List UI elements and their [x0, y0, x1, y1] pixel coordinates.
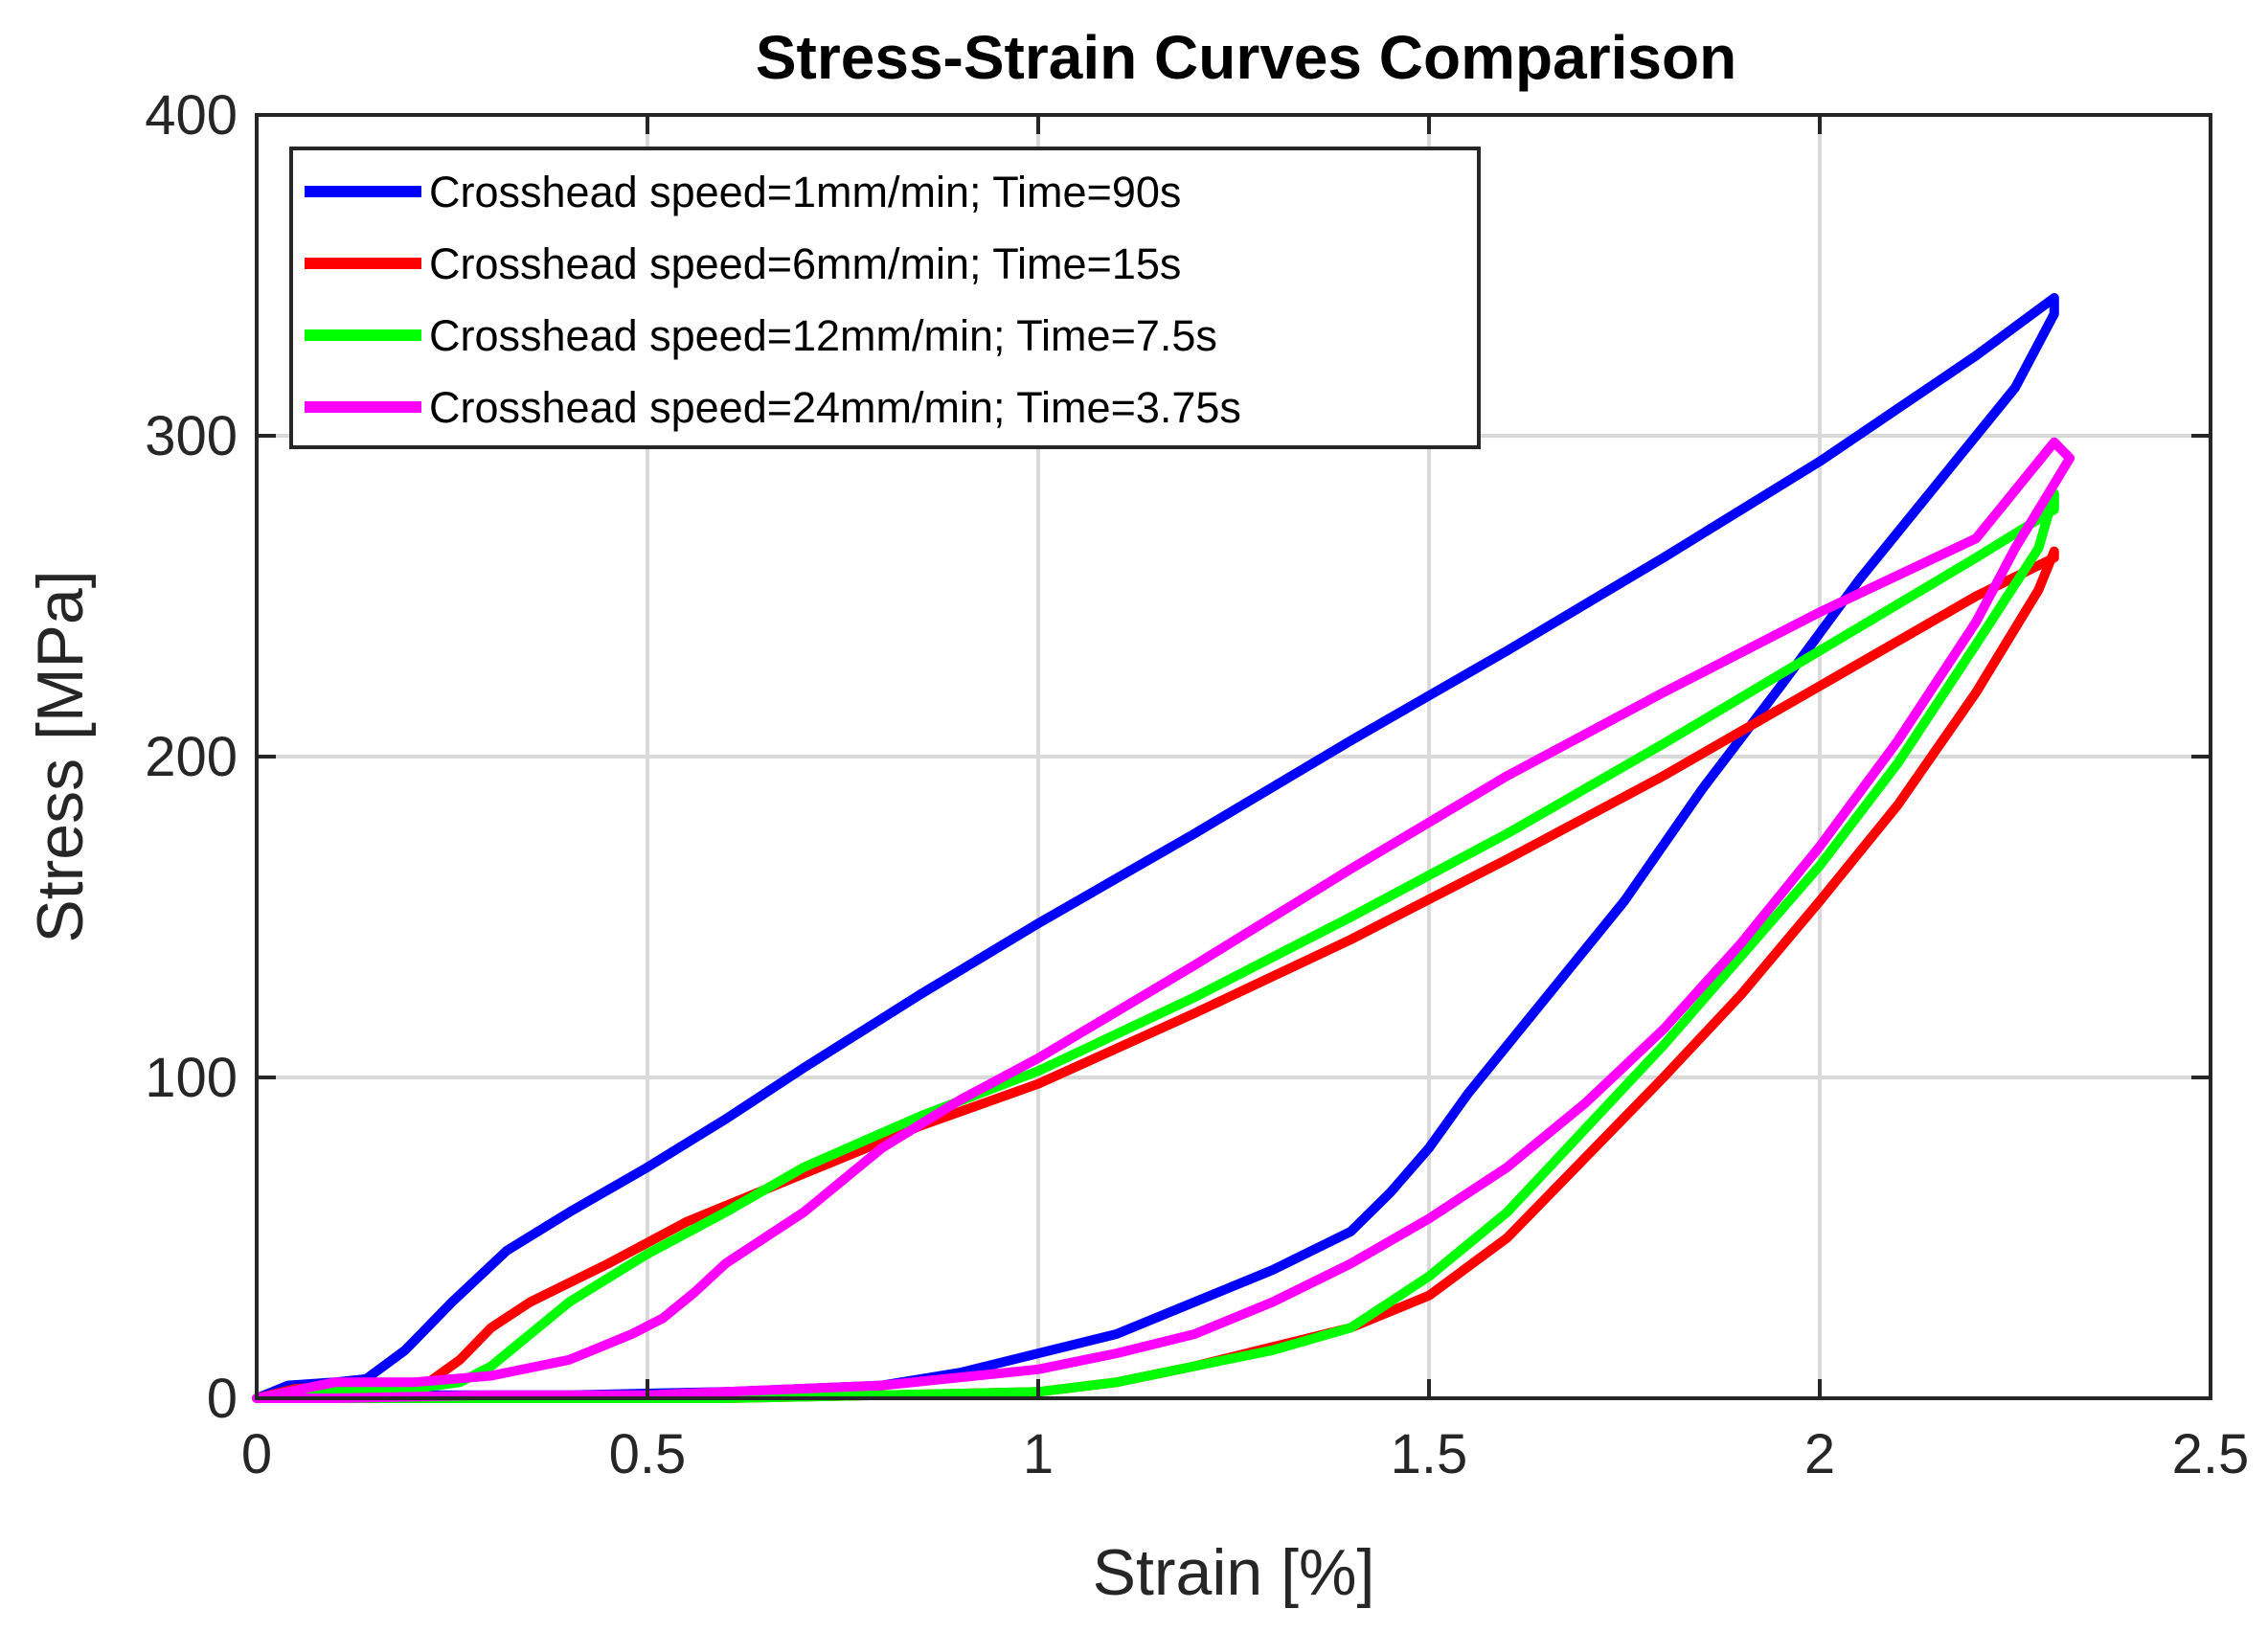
y-axis-label: Stress [MPa] [24, 570, 97, 942]
y-tick-label: 200 [145, 726, 238, 788]
x-tick-label: 0 [241, 1423, 272, 1485]
legend-label-1: Crosshead speed=1mm/min; Time=90s [429, 168, 1181, 216]
x-tick-label: 2 [1804, 1423, 1835, 1485]
x-tick-labels: 0 0.5 1 1.5 2 2.5 [241, 1423, 2249, 1485]
legend-label-2: Crosshead speed=6mm/min; Time=15s [429, 239, 1181, 288]
series-line-4 [252, 437, 2075, 1403]
legend-label-4: Crosshead speed=24mm/min; Time=3.75s [429, 383, 1241, 432]
x-tick-label: 0.5 [609, 1423, 687, 1485]
y-tick-labels: 0 100 200 300 400 [145, 84, 238, 1430]
legend-entries: Crosshead speed=1mm/min; Time=90s Crosshe… [305, 168, 1241, 432]
series-line-3 [252, 488, 2059, 1403]
y-tick-label: 0 [207, 1368, 238, 1430]
series-line-1 [252, 293, 2059, 1403]
x-axis-label: Strain [%] [1093, 1536, 1375, 1609]
legend-box [289, 147, 1481, 449]
chart-title: Stress-Strain Curves Comparison [756, 23, 1736, 92]
y-tick-label: 400 [145, 84, 238, 147]
x-tick-label: 1 [1023, 1423, 1054, 1485]
legend-label-3: Crosshead speed=12mm/min; Time=7.5s [429, 311, 1217, 360]
y-tick-label: 100 [145, 1047, 238, 1109]
axis-ticks [255, 113, 2212, 1400]
x-tick-label: 1.5 [1391, 1423, 1468, 1485]
y-tick-label: 300 [145, 405, 238, 467]
legend: Crosshead speed=1mm/min; Time=90s Crosshe… [289, 147, 1481, 449]
series-lines [252, 293, 2075, 1403]
x-tick-label: 2.5 [2172, 1423, 2250, 1485]
